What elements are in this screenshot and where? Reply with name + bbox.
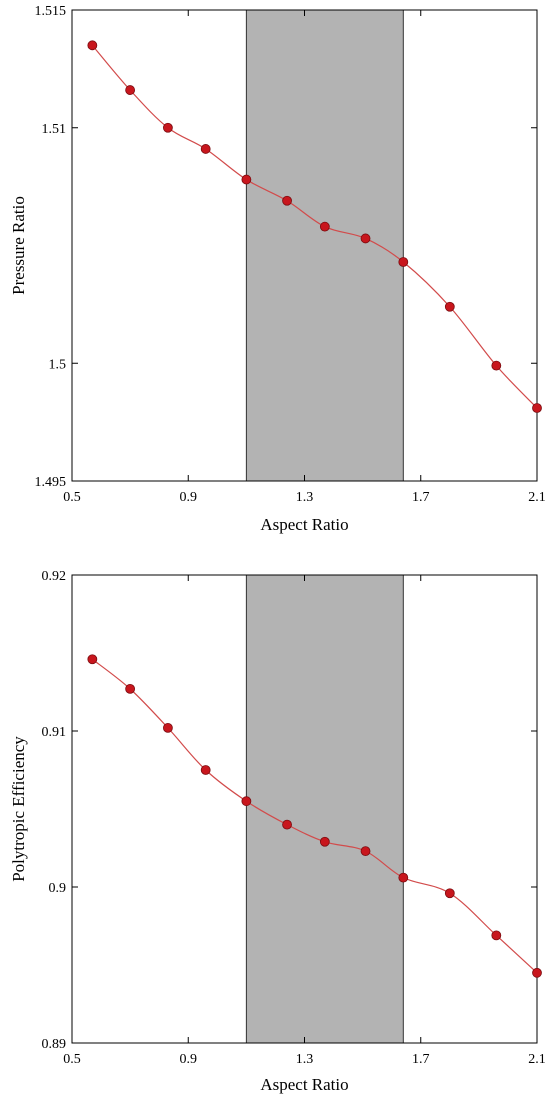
- data-point: [444, 888, 455, 899]
- data-point: [87, 40, 98, 51]
- y-tick-label: 0.91: [42, 725, 67, 740]
- y-tick-label: 0.89: [42, 1037, 67, 1052]
- data-point: [241, 796, 252, 807]
- data-point: [282, 819, 292, 830]
- data-point: [125, 683, 136, 694]
- data-point: [163, 122, 173, 133]
- data-point: [241, 174, 252, 185]
- y-tick-label: 1.495: [35, 475, 67, 490]
- shaded-region: [245, 574, 404, 1044]
- x-tick-label: 1.3: [296, 1052, 314, 1067]
- x-tick-label: 1.7: [412, 490, 430, 505]
- data-point: [125, 85, 136, 95]
- data-point: [360, 233, 371, 244]
- pressure-ratio-chart: 0.5 0.9 1.3 1.7 2.1 1.495 1.5 1.51 1.515 Aspect R…: [9, 4, 546, 534]
- x-tick-label: 1.3: [296, 490, 314, 505]
- y-tick-label: 0.92: [42, 569, 67, 584]
- y-axis-title: Polytropic Efficiency: [9, 736, 28, 882]
- y-tick-label: 1.51: [42, 122, 67, 137]
- x-axis-title: Aspect Ratio: [260, 1075, 348, 1094]
- shaded-region: [245, 9, 404, 482]
- y-tick-label: 0.9: [49, 881, 67, 896]
- y-tick-label: 1.515: [35, 4, 67, 19]
- data-point: [87, 654, 98, 665]
- data-point: [282, 195, 292, 206]
- x-tick-label: 2.1: [528, 1052, 546, 1067]
- y-axis-title: Pressure Ratio: [9, 196, 28, 295]
- x-axis-title: Aspect Ratio: [260, 515, 348, 534]
- data-point: [200, 144, 211, 154]
- x-tick-label: 1.7: [412, 1052, 430, 1067]
- data-point: [360, 846, 371, 857]
- data-point: [444, 301, 455, 312]
- x-tick-label: 0.9: [180, 1052, 198, 1067]
- data-point: [532, 967, 542, 978]
- x-tick-label: 2.1: [528, 490, 546, 505]
- y-tick-label: 1.5: [49, 357, 67, 372]
- data-point: [319, 836, 330, 847]
- data-point: [398, 257, 409, 267]
- data-point: [491, 930, 502, 941]
- polytropic-efficiency-chart: 0.5 0.9 1.3 1.7 2.1 0.89 0.9 0.91 0.92 Aspect Rat…: [9, 569, 546, 1094]
- data-point: [532, 403, 542, 413]
- x-tick-label: 0.5: [63, 490, 81, 505]
- data-point: [200, 765, 211, 775]
- x-tick-label: 0.9: [180, 490, 198, 505]
- data-point: [398, 872, 409, 883]
- data-point: [163, 722, 173, 733]
- data-point: [319, 221, 330, 232]
- x-tick-label: 0.5: [63, 1052, 81, 1067]
- data-point: [491, 360, 502, 371]
